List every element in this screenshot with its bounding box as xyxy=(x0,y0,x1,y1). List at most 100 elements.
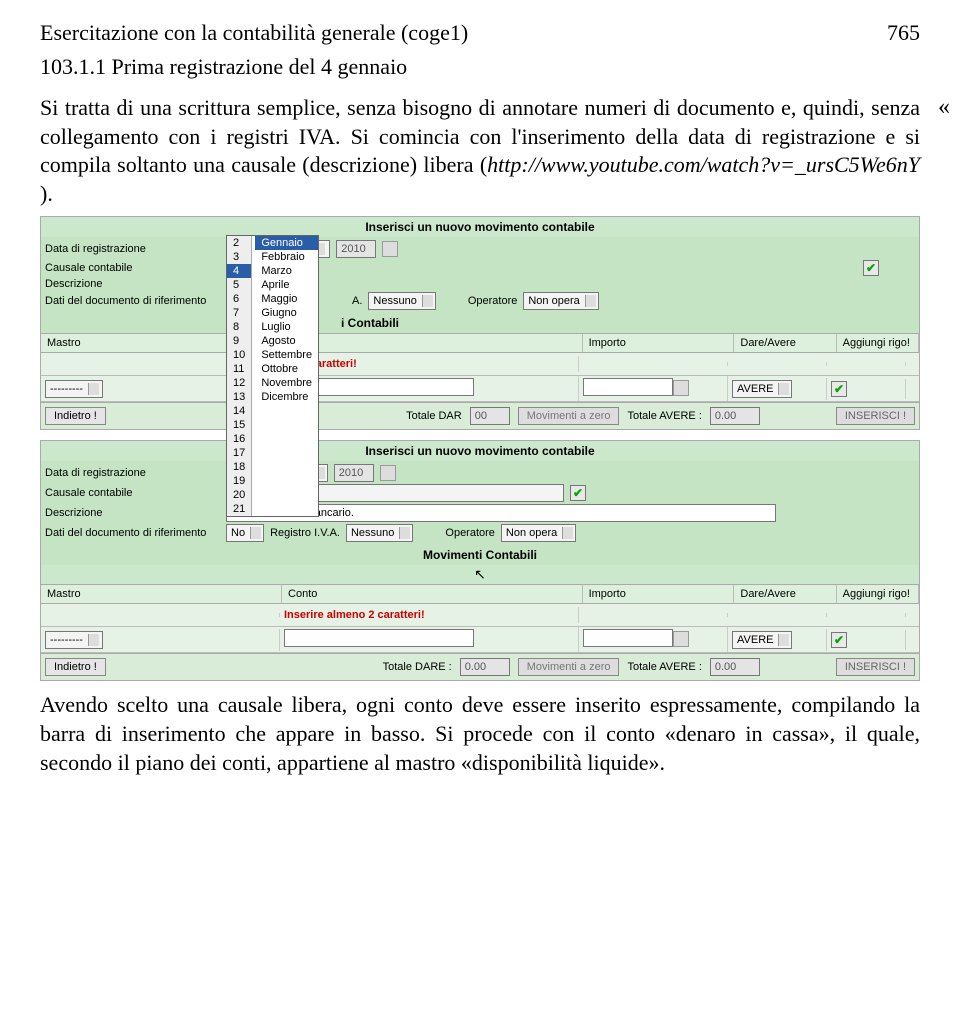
day-option[interactable]: 12 xyxy=(227,376,251,390)
bottom-toolbar-2: Indietro ! Totale DARE : 0.00 Movimenti … xyxy=(41,653,919,680)
dare-avere-dropdown-2[interactable]: AVERE xyxy=(732,631,792,649)
indietro-button-2[interactable]: Indietro ! xyxy=(45,658,106,676)
year-field-2: 2010 xyxy=(334,464,374,482)
month-option[interactable]: Ottobre xyxy=(255,362,318,376)
iva-label: A. xyxy=(352,295,362,307)
label-dati-doc: Dati del documento di riferimento xyxy=(45,295,220,307)
hdr-dare-avere: Dare/Avere xyxy=(734,334,836,352)
calendar-icon-2[interactable] xyxy=(380,465,396,481)
day-option[interactable]: 9 xyxy=(227,334,251,348)
day-option[interactable]: 19 xyxy=(227,474,251,488)
conto-input-2[interactable] xyxy=(284,629,474,647)
aggiungi-checkbox[interactable]: ✔ xyxy=(831,381,847,397)
month-option[interactable]: Giugno xyxy=(255,306,318,320)
month-option[interactable]: Novembre xyxy=(255,376,318,390)
hdr-aggiungi: Aggiungi rigo! xyxy=(837,334,919,352)
page-title: Esercitazione con la contabilità general… xyxy=(40,20,468,46)
day-option[interactable]: 4 xyxy=(227,264,251,278)
movimenti-zero-button[interactable]: Movimenti a zero xyxy=(518,407,620,425)
causale-checkbox[interactable]: ✔ xyxy=(863,260,879,276)
aggiungi-checkbox-2[interactable]: ✔ xyxy=(831,632,847,648)
dare-avere-dropdown[interactable]: AVERE xyxy=(732,380,792,398)
inserisci-button[interactable]: INSERISCI ! xyxy=(836,407,915,425)
month-option[interactable]: Dicembre xyxy=(255,390,318,404)
operatore-dropdown[interactable]: Non opera xyxy=(523,292,598,310)
month-option[interactable]: Aprile xyxy=(255,278,318,292)
day-option[interactable]: 14 xyxy=(227,404,251,418)
para1-tail: ). xyxy=(40,181,53,206)
form-title: Inserisci un nuovo movimento contabile xyxy=(41,217,919,237)
importo-stepper-2[interactable] xyxy=(673,631,689,647)
causale-checkbox-2[interactable]: ✔ xyxy=(570,485,586,501)
importo-input[interactable] xyxy=(583,378,673,396)
month-option[interactable]: Settembre xyxy=(255,348,318,362)
label-descrizione: Descrizione xyxy=(45,278,220,290)
day-option[interactable]: 20 xyxy=(227,488,251,502)
operatore-label: Operatore xyxy=(468,295,518,307)
day-option[interactable]: 6 xyxy=(227,292,251,306)
day-option[interactable]: 13 xyxy=(227,390,251,404)
quote-marker: « xyxy=(938,94,950,121)
paragraph-2: Avendo scelto una causale libera, ogni c… xyxy=(40,691,920,777)
hdr-importo: Importo xyxy=(583,334,735,352)
registro-dropdown[interactable]: Nessuno xyxy=(346,524,413,542)
operatore-label-2: Operatore xyxy=(445,527,495,539)
label-data-reg: Data di registrazione xyxy=(45,243,220,255)
label-dati-doc-2: Dati del documento di riferimento xyxy=(45,527,220,539)
day-option[interactable]: 8 xyxy=(227,320,251,334)
hdr-importo-2: Importo xyxy=(583,585,735,603)
bottom-toolbar: Indietro ! Totale DAR 00 Movimenti a zer… xyxy=(41,402,919,429)
hdr-conto-2: Conto xyxy=(282,585,583,603)
totale-dare-value: 00 xyxy=(470,407,510,425)
day-option[interactable]: 18 xyxy=(227,460,251,474)
day-option[interactable]: 17 xyxy=(227,446,251,460)
grid-header-2: Mastro Conto Importo Dare/Avere Aggiungi… xyxy=(41,584,919,604)
day-option[interactable]: 10 xyxy=(227,348,251,362)
day-option[interactable]: 15 xyxy=(227,418,251,432)
day-option[interactable]: 2 xyxy=(227,236,251,250)
calendar-icon[interactable] xyxy=(382,241,398,257)
mastro-dropdown[interactable]: --------- xyxy=(45,380,103,398)
totale-avere-label-2: Totale AVERE : xyxy=(627,661,701,673)
iva-dropdown[interactable]: Nessuno xyxy=(368,292,435,310)
operatore-dropdown-2[interactable]: Non opera xyxy=(501,524,576,542)
day-option[interactable]: 16 xyxy=(227,432,251,446)
month-option[interactable]: Febbraio xyxy=(255,250,318,264)
year-field: 2010 xyxy=(336,240,376,258)
day-option[interactable]: 21 xyxy=(227,502,251,516)
day-option[interactable]: 5 xyxy=(227,278,251,292)
grid-row-2: --------- AVERE ✔ xyxy=(41,376,919,402)
grid-input-row: no 2 caratteri! xyxy=(41,353,919,376)
grid-header: Mastro Conto Importo Dare/Avere Aggiungi… xyxy=(41,333,919,353)
hdr-mastro-2: Mastro xyxy=(41,585,282,603)
paragraph-1: Si tratta di una scrittura semplice, sen… xyxy=(40,94,920,208)
ui-screenshot-2: Inserisci un nuovo movimento contabile D… xyxy=(40,440,920,681)
month-option[interactable]: Marzo xyxy=(255,264,318,278)
label-causale-2: Causale contabile xyxy=(45,487,220,499)
totale-dare-label-2: Totale DARE : xyxy=(383,661,452,673)
dati-no-dropdown[interactable]: No xyxy=(226,524,264,542)
hdr-aggiungi-2: Aggiungi rigo! xyxy=(837,585,919,603)
movimenti-zero-button-2[interactable]: Movimenti a zero xyxy=(518,658,620,676)
day-month-dropdown-open[interactable]: 23456789101112131415161718192021 Gennaio… xyxy=(226,235,319,517)
month-option[interactable]: Agosto xyxy=(255,334,318,348)
page-number: 765 xyxy=(887,20,920,46)
day-option[interactable]: 7 xyxy=(227,306,251,320)
mastro-dropdown-2[interactable]: --------- xyxy=(45,631,103,649)
registro-iva-label: Registro I.V.A. xyxy=(270,527,340,539)
label-data-reg-2: Data di registrazione xyxy=(45,467,220,479)
day-option[interactable]: 11 xyxy=(227,362,251,376)
movimenti-title-2: Movimenti Contabili xyxy=(41,545,919,565)
inserisci-button-2[interactable]: INSERISCI ! xyxy=(836,658,915,676)
importo-input-2[interactable] xyxy=(583,629,673,647)
day-option[interactable]: 3 xyxy=(227,250,251,264)
month-option[interactable]: Maggio xyxy=(255,292,318,306)
hdr-dare-avere-2: Dare/Avere xyxy=(734,585,836,603)
form-title-2: Inserisci un nuovo movimento contabile xyxy=(41,441,919,461)
indietro-button[interactable]: Indietro ! xyxy=(45,407,106,425)
importo-stepper[interactable] xyxy=(673,380,689,396)
month-option[interactable]: Luglio xyxy=(255,320,318,334)
section-number: 103.1.1 Prima registrazione del 4 gennai… xyxy=(40,54,920,80)
month-option[interactable]: Gennaio xyxy=(255,236,318,250)
error-text-2: Inserire almeno 2 caratteri! xyxy=(284,609,425,621)
